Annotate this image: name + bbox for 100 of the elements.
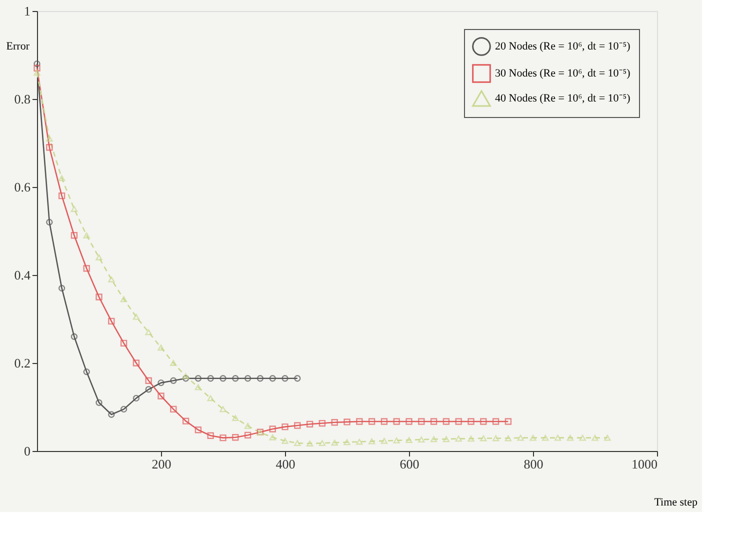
point <box>244 375 252 382</box>
point <box>194 375 202 382</box>
x-tick-label: 800 <box>524 456 544 472</box>
point <box>406 418 412 425</box>
point <box>182 375 190 382</box>
y-axis-title: Error <box>6 40 30 52</box>
point <box>232 434 239 441</box>
y-tick-label: 0.2 <box>14 356 30 370</box>
point <box>480 435 487 442</box>
point <box>306 440 314 446</box>
point <box>46 218 53 226</box>
point <box>58 175 66 182</box>
point <box>207 432 214 439</box>
point <box>158 392 164 400</box>
point <box>393 437 400 444</box>
point <box>269 375 276 382</box>
point <box>430 418 438 425</box>
point <box>70 232 78 239</box>
y-tick-label: 1 <box>24 4 30 18</box>
point <box>530 434 536 441</box>
point <box>282 438 288 444</box>
point <box>455 418 462 425</box>
x-tick-label: 600 <box>400 456 420 472</box>
point <box>393 418 400 425</box>
point <box>244 422 252 429</box>
point <box>83 368 90 376</box>
point <box>34 70 40 76</box>
point <box>356 418 363 425</box>
point <box>344 439 350 446</box>
point <box>220 375 226 382</box>
point <box>70 206 78 212</box>
point <box>145 377 152 384</box>
point <box>604 434 611 441</box>
point <box>554 434 562 441</box>
point <box>406 437 412 443</box>
point <box>331 419 338 426</box>
point <box>442 418 450 425</box>
x-tick-label: 200 <box>152 456 172 472</box>
point <box>430 436 438 442</box>
y-tick-label: 0.6 <box>14 180 31 194</box>
point <box>468 436 474 442</box>
point <box>455 436 462 442</box>
legend-label: 20 Nodes (Re = 10⁶, dt = 10⁻⁵) <box>495 40 631 52</box>
point <box>492 418 500 425</box>
point <box>158 344 164 351</box>
point <box>220 406 226 412</box>
point <box>282 375 288 382</box>
point <box>96 254 102 260</box>
point <box>380 418 388 425</box>
legend-label: 30 Nodes (Re = 10⁶, dt = 10⁻⁵) <box>495 68 631 80</box>
y-tick-label: 0.4 <box>14 268 31 282</box>
point <box>182 373 190 380</box>
point <box>517 434 524 441</box>
point <box>194 426 202 434</box>
point <box>269 434 276 440</box>
point <box>318 420 326 427</box>
point <box>232 415 239 421</box>
point <box>542 434 549 441</box>
point <box>132 314 140 320</box>
point <box>120 406 128 413</box>
point <box>566 434 574 441</box>
point <box>492 435 500 442</box>
point <box>145 386 152 393</box>
point <box>220 434 226 442</box>
legend-label: 40 Nodes (Re = 10⁶, dt = 10⁻⁵) <box>495 92 631 104</box>
x-axis-title: Time step <box>654 496 698 508</box>
point <box>170 360 177 366</box>
point <box>46 136 53 142</box>
point <box>108 411 115 418</box>
point <box>132 360 140 366</box>
point <box>96 399 102 406</box>
point <box>294 440 301 446</box>
point <box>108 318 115 325</box>
point <box>294 422 301 429</box>
point <box>46 144 53 151</box>
point <box>418 436 425 443</box>
point <box>269 426 276 432</box>
point <box>368 418 376 425</box>
point <box>579 434 586 441</box>
x-tick-label: 1000 <box>632 456 658 472</box>
point <box>442 436 450 442</box>
point <box>244 432 252 438</box>
point <box>368 438 376 444</box>
point <box>344 418 350 426</box>
point <box>418 418 425 425</box>
point <box>182 418 190 424</box>
point <box>96 294 102 300</box>
point <box>504 418 512 425</box>
point <box>480 418 487 425</box>
point <box>34 64 40 72</box>
point <box>170 377 177 384</box>
point <box>232 375 239 382</box>
point <box>306 420 314 428</box>
point <box>207 375 214 382</box>
point <box>380 438 388 444</box>
point <box>592 434 598 441</box>
point <box>132 394 140 402</box>
point <box>158 379 164 386</box>
point <box>58 192 66 200</box>
y-tick-label: 0 <box>24 444 30 458</box>
